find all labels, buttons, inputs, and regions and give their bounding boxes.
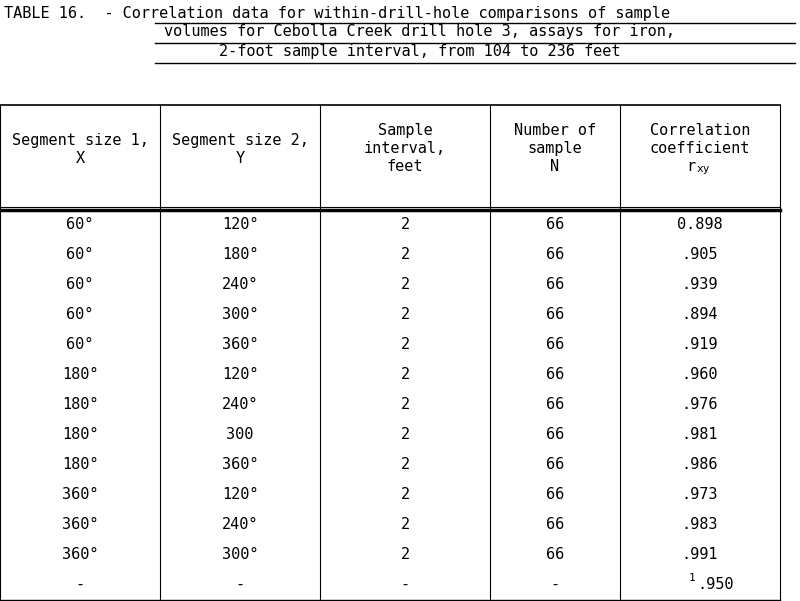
Text: 66: 66 bbox=[546, 337, 564, 352]
Text: .973: .973 bbox=[682, 487, 718, 502]
Text: Segment size 1,: Segment size 1, bbox=[11, 133, 149, 148]
Text: feet: feet bbox=[386, 159, 423, 174]
Text: 360°: 360° bbox=[62, 547, 98, 562]
Text: 66: 66 bbox=[546, 397, 564, 412]
Text: 66: 66 bbox=[546, 277, 564, 292]
Text: 66: 66 bbox=[546, 427, 564, 442]
Text: Correlation: Correlation bbox=[650, 123, 750, 138]
Text: -: - bbox=[75, 577, 85, 592]
Text: 360°: 360° bbox=[62, 517, 98, 532]
Text: 2: 2 bbox=[401, 217, 410, 232]
Text: .981: .981 bbox=[682, 427, 718, 442]
Text: 360°: 360° bbox=[222, 457, 258, 472]
Text: 66: 66 bbox=[546, 487, 564, 502]
Text: 300°: 300° bbox=[222, 547, 258, 562]
Text: Number of: Number of bbox=[514, 123, 596, 138]
Text: sample: sample bbox=[528, 141, 582, 156]
Text: 2: 2 bbox=[401, 487, 410, 502]
Text: 1: 1 bbox=[688, 573, 695, 583]
Text: 0.898: 0.898 bbox=[677, 217, 723, 232]
Text: 360°: 360° bbox=[62, 487, 98, 502]
Text: 60°: 60° bbox=[66, 307, 94, 322]
Text: volumes for Cebolla Creek drill hole 3, assays for iron,: volumes for Cebolla Creek drill hole 3, … bbox=[165, 24, 675, 39]
Text: -: - bbox=[401, 577, 410, 592]
Text: Sample: Sample bbox=[378, 123, 432, 138]
Text: 60°: 60° bbox=[66, 247, 94, 262]
Text: .976: .976 bbox=[682, 397, 718, 412]
Text: 240°: 240° bbox=[222, 517, 258, 532]
Text: .919: .919 bbox=[682, 337, 718, 352]
Text: 66: 66 bbox=[546, 457, 564, 472]
Text: 60°: 60° bbox=[66, 277, 94, 292]
Text: 2: 2 bbox=[401, 247, 410, 262]
Text: .983: .983 bbox=[682, 517, 718, 532]
Text: 66: 66 bbox=[546, 547, 564, 562]
Text: -: - bbox=[550, 577, 559, 592]
Text: 180°: 180° bbox=[62, 457, 98, 472]
Text: N: N bbox=[550, 159, 559, 174]
Text: 2: 2 bbox=[401, 457, 410, 472]
Text: 2: 2 bbox=[401, 337, 410, 352]
Text: 180°: 180° bbox=[62, 367, 98, 382]
Text: .950: .950 bbox=[697, 577, 734, 592]
Text: coefficient: coefficient bbox=[650, 141, 750, 156]
Text: .905: .905 bbox=[682, 247, 718, 262]
Text: .986: .986 bbox=[682, 457, 718, 472]
Text: 240°: 240° bbox=[222, 277, 258, 292]
Text: 66: 66 bbox=[546, 517, 564, 532]
Text: 2: 2 bbox=[401, 517, 410, 532]
Text: 2-foot sample interval, from 104 to 236 feet: 2-foot sample interval, from 104 to 236 … bbox=[219, 44, 621, 59]
Text: 240°: 240° bbox=[222, 397, 258, 412]
Text: 300: 300 bbox=[226, 427, 254, 442]
Text: X: X bbox=[75, 151, 85, 166]
Text: 300°: 300° bbox=[222, 307, 258, 322]
Text: 2: 2 bbox=[401, 367, 410, 382]
Text: 2: 2 bbox=[401, 397, 410, 412]
Text: 2: 2 bbox=[401, 427, 410, 442]
Text: 180°: 180° bbox=[222, 247, 258, 262]
Text: 60°: 60° bbox=[66, 337, 94, 352]
Text: interval,: interval, bbox=[364, 141, 446, 156]
Text: 120°: 120° bbox=[222, 367, 258, 382]
Text: Segment size 2,: Segment size 2, bbox=[171, 133, 309, 148]
Text: .939: .939 bbox=[682, 277, 718, 292]
Text: 2: 2 bbox=[401, 307, 410, 322]
Text: .894: .894 bbox=[682, 307, 718, 322]
Text: 66: 66 bbox=[546, 217, 564, 232]
Text: 120°: 120° bbox=[222, 487, 258, 502]
Text: 180°: 180° bbox=[62, 427, 98, 442]
Text: 60°: 60° bbox=[66, 217, 94, 232]
Text: Y: Y bbox=[235, 151, 245, 166]
Text: .960: .960 bbox=[682, 367, 718, 382]
Text: r: r bbox=[686, 159, 695, 174]
Text: 2: 2 bbox=[401, 547, 410, 562]
Text: .991: .991 bbox=[682, 547, 718, 562]
Text: TABLE 16.  - Correlation data for within-drill-hole comparisons of sample: TABLE 16. - Correlation data for within-… bbox=[4, 6, 670, 21]
Text: -: - bbox=[235, 577, 245, 592]
Text: 360°: 360° bbox=[222, 337, 258, 352]
Text: 66: 66 bbox=[546, 307, 564, 322]
Text: 66: 66 bbox=[546, 247, 564, 262]
Text: 120°: 120° bbox=[222, 217, 258, 232]
Text: 2: 2 bbox=[401, 277, 410, 292]
Text: 180°: 180° bbox=[62, 397, 98, 412]
Text: 66: 66 bbox=[546, 367, 564, 382]
Text: xy: xy bbox=[697, 164, 710, 174]
